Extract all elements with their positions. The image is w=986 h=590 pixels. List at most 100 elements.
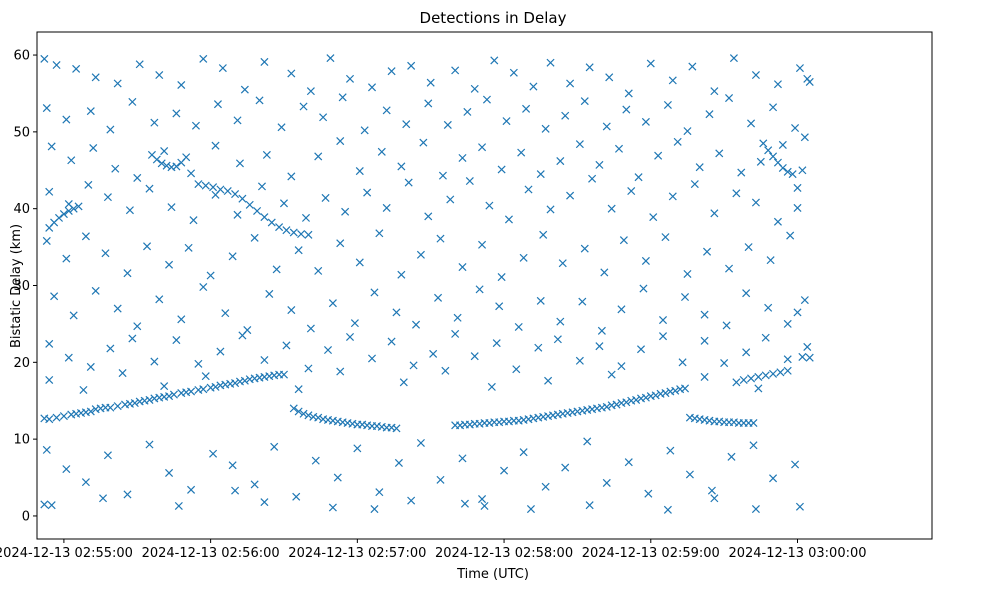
data-point-marker [749,418,758,428]
data-point-marker [737,168,746,177]
data-point-marker [245,200,254,209]
data-point-marker [306,324,315,333]
data-point-marker [478,143,487,152]
data-point-marker [145,395,154,404]
y-tick-label: 50 [13,125,30,140]
data-point-marker [683,127,692,136]
data-point-marker [103,451,112,460]
data-point-marker [458,153,467,163]
data-point-marker [793,183,802,192]
data-point-marker [725,94,734,103]
data-point-marker [517,148,526,157]
data-point-marker [47,501,56,510]
data-point-marker [622,398,631,407]
data-point-marker [754,384,763,393]
data-point-marker [282,341,291,350]
data-point-marker [40,54,49,63]
data-point-marker [106,125,115,134]
data-point-marker [172,109,181,118]
data-point-marker [277,123,286,132]
data-point-marker [45,187,54,196]
data-point-marker [783,355,792,364]
data-point-marker [602,122,611,131]
data-point-marker [786,231,795,240]
data-point-marker [497,165,506,174]
data-point-marker [490,56,499,65]
data-point-marker [40,500,49,509]
data-point-marker [321,193,330,202]
data-point-marker [404,178,413,187]
data-point-marker [536,170,545,179]
data-point-marker [125,206,134,215]
data-point-marker [624,458,633,467]
data-point-marker [407,61,416,70]
data-point-marker [42,236,51,245]
data-point-marker [123,269,132,278]
data-point-marker [805,353,814,362]
data-point-marker [546,58,555,67]
data-point-marker [199,283,208,292]
data-point-marker [602,478,611,487]
data-point-marker [363,188,372,197]
data-point-marker [617,362,626,371]
data-point-marker [233,210,242,219]
data-point-marker [558,259,567,268]
data-point-marker [397,162,406,171]
data-point-marker [370,505,379,514]
data-point-marker [773,217,782,226]
data-point-marker [495,302,504,311]
data-point-marker [155,70,164,80]
data-point-marker [397,270,406,279]
data-point-marker [485,201,494,210]
data-point-marker [213,100,222,109]
data-point-marker [546,205,555,214]
data-point-marker [627,186,636,196]
data-point-marker [231,379,240,388]
data-point-marker [751,198,760,207]
data-point-marker [91,286,100,295]
data-point-marker [751,505,760,514]
data-point-marker [680,292,690,302]
data-point-marker [671,386,680,395]
data-point-marker [453,313,462,322]
data-point-marker [199,385,208,394]
data-point-marker [106,344,115,353]
data-point-marker [419,138,428,147]
data-point-marker [605,73,614,82]
data-point-marker [323,346,333,355]
data-point-marker [155,295,164,304]
data-point-marker [260,498,269,507]
data-point-marker [470,84,479,93]
data-point-marker [742,289,751,298]
data-point-marker [50,292,59,301]
data-point-marker [113,304,122,313]
data-point-marker [443,120,452,129]
data-point-marker [211,382,220,391]
data-point-marker [578,297,587,306]
data-point-marker [566,79,575,88]
data-point-marker [191,121,200,130]
data-point-marker [759,139,768,148]
data-point-marker [715,149,724,158]
data-point-marker [539,230,548,239]
data-point-marker [353,444,362,453]
data-point-marker [113,79,122,88]
data-point-marker [668,192,677,201]
data-point-marker [328,299,337,308]
data-point-marker [311,456,320,465]
y-tick-label: 60 [13,49,30,64]
data-point-marker [287,69,296,78]
data-point-marker [382,203,391,212]
data-point-marker [541,482,550,491]
data-point-marker [544,376,553,385]
data-point-marker [387,337,396,346]
data-point-marker [52,413,61,422]
data-point-marker [91,73,100,82]
data-point-marker [436,475,445,484]
data-point-marker [478,240,487,249]
data-point-marker [602,402,611,411]
data-point-marker [69,311,78,320]
data-point-marker [47,142,56,151]
